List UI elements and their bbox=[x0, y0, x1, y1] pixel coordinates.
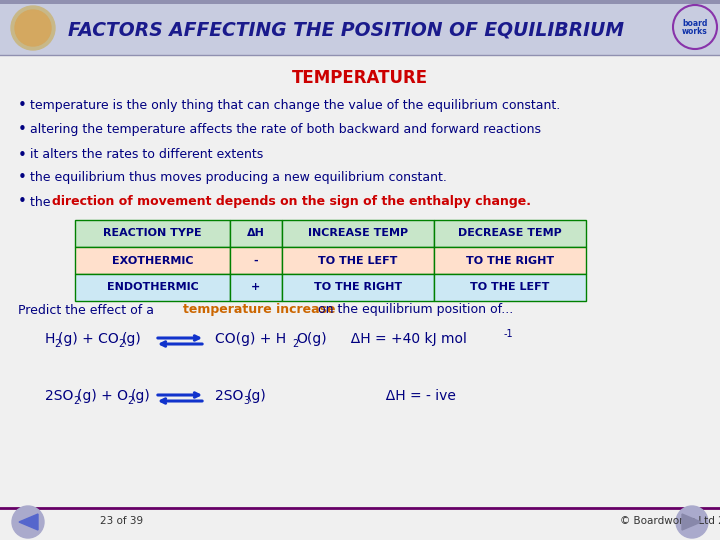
Bar bbox=[0, 0, 720, 4]
Bar bbox=[282, 220, 434, 247]
Text: •: • bbox=[18, 98, 27, 112]
Bar bbox=[75, 247, 230, 274]
Circle shape bbox=[11, 6, 55, 50]
Text: -1: -1 bbox=[504, 329, 513, 339]
Text: TEMPERATURE: TEMPERATURE bbox=[292, 69, 428, 87]
Text: ΔH: ΔH bbox=[247, 228, 265, 239]
Bar bbox=[230, 247, 282, 274]
Text: 2: 2 bbox=[292, 339, 298, 349]
Bar bbox=[230, 220, 282, 247]
Bar bbox=[434, 220, 586, 247]
Text: •: • bbox=[18, 194, 27, 210]
Text: O(g): O(g) bbox=[296, 332, 327, 346]
Text: TO THE LEFT: TO THE LEFT bbox=[318, 255, 397, 266]
Text: TO THE RIGHT: TO THE RIGHT bbox=[466, 255, 554, 266]
Polygon shape bbox=[682, 514, 701, 530]
Text: the: the bbox=[30, 195, 55, 208]
Text: 2SO: 2SO bbox=[215, 389, 243, 403]
Bar bbox=[75, 220, 230, 247]
Circle shape bbox=[15, 10, 51, 46]
Bar bbox=[282, 274, 434, 301]
Bar bbox=[434, 247, 586, 274]
Text: Predict the effect of a: Predict the effect of a bbox=[18, 303, 158, 316]
Polygon shape bbox=[19, 514, 38, 530]
Text: it alters the rates to different extents: it alters the rates to different extents bbox=[30, 148, 264, 161]
Text: -: - bbox=[253, 255, 258, 266]
Text: on the equilibrium position of...: on the equilibrium position of... bbox=[314, 303, 513, 316]
Text: 3: 3 bbox=[243, 396, 249, 406]
Text: 2: 2 bbox=[73, 396, 79, 406]
Text: works: works bbox=[682, 26, 708, 36]
Text: H: H bbox=[45, 332, 55, 346]
Text: (g) + O: (g) + O bbox=[77, 389, 128, 403]
Text: EXOTHERMIC: EXOTHERMIC bbox=[112, 255, 193, 266]
Text: (g): (g) bbox=[122, 332, 142, 346]
Text: (g): (g) bbox=[131, 389, 150, 403]
Text: CO(g) + H: CO(g) + H bbox=[215, 332, 286, 346]
Text: ENDOTHERMIC: ENDOTHERMIC bbox=[107, 282, 199, 293]
Text: •: • bbox=[18, 147, 27, 163]
Text: 2SO: 2SO bbox=[45, 389, 73, 403]
Text: temperature increase: temperature increase bbox=[183, 303, 336, 316]
Text: (g): (g) bbox=[247, 389, 266, 403]
Text: board: board bbox=[683, 18, 708, 28]
Text: +: + bbox=[251, 282, 261, 293]
Text: direction of movement depends on the sign of the enthalpy change.: direction of movement depends on the sig… bbox=[52, 195, 531, 208]
Bar bbox=[0, 0, 720, 55]
Bar bbox=[434, 274, 586, 301]
Text: 23 of 39: 23 of 39 bbox=[100, 516, 143, 526]
Text: TO THE LEFT: TO THE LEFT bbox=[470, 282, 549, 293]
Text: the equilibrium thus moves producing a new equilibrium constant.: the equilibrium thus moves producing a n… bbox=[30, 172, 447, 185]
Circle shape bbox=[12, 506, 44, 538]
Text: temperature is the only thing that can change the value of the equilibrium const: temperature is the only thing that can c… bbox=[30, 98, 560, 111]
Text: ΔH = +40 kJ mol: ΔH = +40 kJ mol bbox=[342, 332, 467, 346]
Text: TO THE RIGHT: TO THE RIGHT bbox=[314, 282, 402, 293]
Text: 2: 2 bbox=[127, 396, 133, 406]
Text: •: • bbox=[18, 171, 27, 186]
Bar bbox=[230, 274, 282, 301]
Text: •: • bbox=[18, 123, 27, 138]
Text: REACTION TYPE: REACTION TYPE bbox=[103, 228, 202, 239]
Text: altering the temperature affects the rate of both backward and forward reactions: altering the temperature affects the rat… bbox=[30, 124, 541, 137]
Text: (g) + CO: (g) + CO bbox=[58, 332, 119, 346]
Text: ΔH = - ive: ΔH = - ive bbox=[342, 389, 456, 403]
Text: DECREASE TEMP: DECREASE TEMP bbox=[458, 228, 562, 239]
Text: 2: 2 bbox=[118, 339, 125, 349]
Text: INCREASE TEMP: INCREASE TEMP bbox=[308, 228, 408, 239]
Text: © Boardworks Ltd 2007: © Boardworks Ltd 2007 bbox=[620, 516, 720, 526]
Text: FACTORS AFFECTING THE POSITION OF EQUILIBRIUM: FACTORS AFFECTING THE POSITION OF EQUILI… bbox=[68, 21, 624, 39]
Bar bbox=[282, 247, 434, 274]
Circle shape bbox=[676, 506, 708, 538]
Text: 2: 2 bbox=[54, 339, 60, 349]
Bar bbox=[0, 508, 720, 540]
Bar bbox=[75, 274, 230, 301]
